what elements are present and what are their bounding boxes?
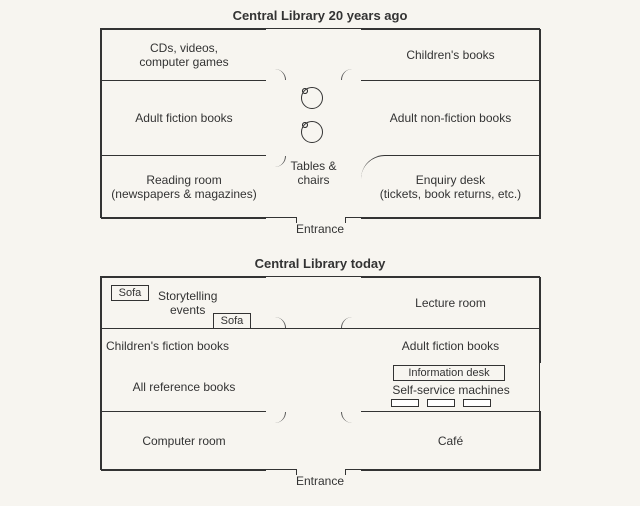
room-all-reference: All reference books <box>101 363 266 411</box>
table-icon <box>301 87 323 109</box>
sofa-box: Sofa <box>111 285 149 301</box>
title-past: Central Library 20 years ago <box>0 8 640 23</box>
self-service-machine <box>391 399 419 407</box>
room-computer: Computer room <box>101 411 266 471</box>
entrance-label-past: Entrance <box>100 222 540 236</box>
title-today: Central Library today <box>0 256 640 271</box>
door-arc <box>341 401 363 423</box>
info-desk-box: Information desk <box>393 365 505 381</box>
room-cafe: Café <box>361 411 541 471</box>
door-arc <box>341 69 363 91</box>
room-children-books: Children's books <box>361 29 541 81</box>
room-adult-fiction-today: Adult fiction books <box>361 329 541 363</box>
room-reading: Reading room(newspapers & magazines) <box>101 155 266 219</box>
plan-past: CDs, videos,computer games Children's bo… <box>100 28 540 218</box>
door-arc <box>264 145 286 167</box>
entrance-label-today: Entrance <box>100 474 540 488</box>
room-lecture: Lecture room <box>361 277 541 329</box>
self-service-machine <box>427 399 455 407</box>
door-arc <box>264 401 286 423</box>
tables-chairs-label: Tables &chairs <box>276 159 351 188</box>
table-icon <box>301 121 323 143</box>
plan-today: Storytellingevents Lecture room Children… <box>100 276 540 470</box>
room-children-fiction: Children's fiction books <box>101 329 266 363</box>
door-arc <box>264 69 286 91</box>
self-service-label: Self-service machines <box>361 383 541 397</box>
sofa-box: Sofa <box>213 313 251 329</box>
room-enquiry: Enquiry desk(tickets, book returns, etc.… <box>361 155 541 219</box>
room-adult-nonfiction: Adult non-fiction books <box>361 81 541 155</box>
room-cds: CDs, videos,computer games <box>101 29 266 81</box>
room-adult-fiction: Adult fiction books <box>101 81 266 155</box>
self-service-machine <box>463 399 491 407</box>
